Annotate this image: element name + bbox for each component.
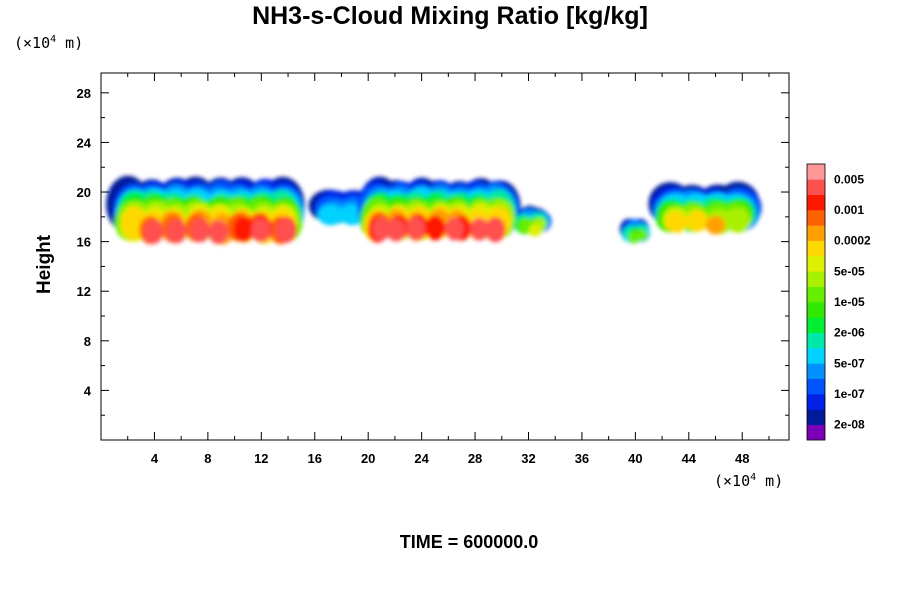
colorbar-swatch: [807, 317, 825, 333]
x-tick-label: 32: [521, 451, 535, 466]
cloud-blob: [528, 224, 542, 237]
cloud-blob: [372, 217, 391, 241]
cloud-blob: [637, 230, 649, 242]
colorbar-swatch: [807, 194, 825, 211]
y-tick-label: 20: [77, 185, 91, 200]
x-tick-label: 16: [308, 451, 322, 466]
x-tick-label: 48: [735, 451, 749, 466]
cloud-blob: [445, 217, 464, 241]
cloud-blob: [166, 219, 187, 244]
colorbar-label: 1e-05: [834, 295, 865, 309]
chart-title: NH3-s-Cloud Mixing Ratio [kg/kg]: [252, 2, 648, 30]
x-tick-label: 36: [575, 451, 589, 466]
cloud-blob: [233, 216, 255, 243]
cloud-blob: [317, 204, 344, 226]
colorbar-swatch: [807, 271, 825, 287]
x-tick-label: 44: [682, 451, 697, 466]
colorbar-swatch: [807, 164, 825, 180]
cloud-blob: [665, 211, 688, 233]
colorbar-swatch: [807, 409, 825, 425]
cloud-blob: [386, 218, 406, 242]
colorbar-swatch: [807, 256, 825, 272]
cloud-blob: [275, 218, 296, 242]
cloud-field: [106, 175, 762, 245]
cloud-blob: [725, 207, 751, 233]
colorbar-label: 5e-07: [834, 356, 865, 370]
x-tick-label: 40: [628, 451, 642, 466]
colorbar-swatch: [807, 424, 825, 441]
colorbar-label: 0.001: [834, 203, 864, 217]
cloud-blob: [143, 219, 164, 244]
cloud-blob: [208, 220, 229, 245]
y-tick-label: 28: [77, 86, 91, 101]
cloud-blob: [425, 215, 446, 241]
cloud-blob: [190, 218, 210, 243]
colorbar-label: 2e-06: [834, 326, 865, 340]
x-tick-label: 8: [204, 451, 211, 466]
x-tick-label: 28: [468, 451, 482, 466]
y-axis-unit: (×104 m): [14, 34, 84, 52]
colorbar-label: 5e-05: [834, 264, 865, 278]
colorbar-swatch: [807, 225, 825, 241]
x-tick-label: 4: [151, 451, 159, 466]
y-tick-label: 12: [77, 284, 91, 299]
colorbar-swatch: [807, 394, 825, 410]
colorbar-label: 1e-07: [834, 387, 865, 401]
x-axis-unit: (×104 m): [714, 472, 784, 490]
y-tick-label: 4: [84, 383, 92, 398]
y-tick-label: 8: [84, 334, 91, 349]
x-tick-label: 20: [361, 451, 375, 466]
colorbar-label: 0.0002: [834, 234, 871, 248]
colorbar-swatch: [807, 332, 825, 349]
colorbar-swatch: [807, 302, 825, 318]
cloud-blob: [705, 215, 726, 235]
cloud-blob: [686, 210, 709, 232]
colorbar-swatch: [807, 286, 825, 303]
y-tick-label: 24: [77, 135, 92, 150]
colorbar-swatch: [807, 240, 825, 257]
cloud-blob: [251, 218, 271, 243]
plot-area: [106, 175, 762, 245]
colorbar: 2e-08 1e-07 5e-07 2e-06 1e-05 5e-05 0.0002 0.00…: [806, 163, 871, 441]
plot-frame: [100, 72, 790, 441]
cloud-blob: [469, 217, 489, 241]
colorbar-swatch: [807, 179, 825, 195]
colorbar-swatch: [807, 210, 825, 226]
x-tick-label: 24: [414, 451, 429, 466]
colorbar-swatch: [807, 378, 825, 395]
y-tick-label: 16: [77, 235, 91, 250]
cloud-blob: [485, 217, 505, 241]
x-tick-label: 12: [254, 451, 268, 466]
time-footer: TIME = 600000.0: [399, 532, 539, 552]
colorbar-swatch: [807, 348, 825, 364]
colorbar-frame: [806, 163, 826, 441]
colorbar-label: 0.005: [834, 172, 864, 186]
cloud-blob: [627, 232, 639, 244]
colorbar-label: 2e-08: [834, 418, 865, 432]
cloud-blob: [406, 217, 426, 241]
colorbar-swatch: [807, 363, 825, 379]
